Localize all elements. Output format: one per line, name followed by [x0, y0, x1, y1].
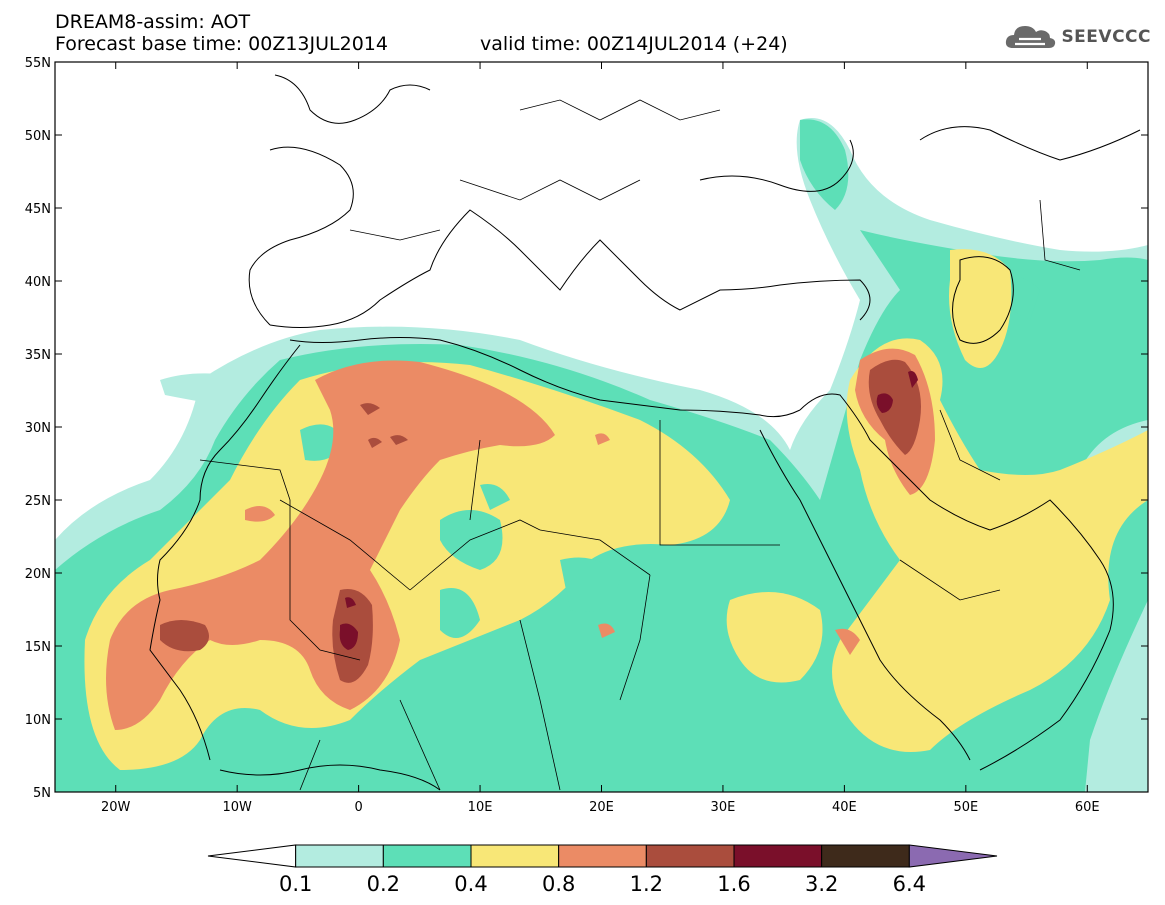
colorbar-swatch	[470, 844, 560, 868]
lon-tick-label: 60E	[1075, 800, 1100, 815]
colorbar-label: 0.2	[367, 872, 400, 896]
colorbar-swatch	[295, 844, 384, 868]
seevccc-logo: SEEVCCC	[1005, 22, 1151, 52]
colorbar-over-triangle	[908, 844, 998, 868]
valid-time: valid time: 00Z14JUL2014 (+24)	[480, 33, 788, 55]
lat-tick-label: 5N	[33, 786, 51, 801]
logo-text: SEEVCCC	[1061, 27, 1151, 47]
lon-tick-label: 40E	[832, 800, 857, 815]
lat-tick-label: 25N	[25, 494, 51, 509]
colorbar-label: 3.2	[805, 872, 838, 896]
colorbar-swatch	[645, 844, 735, 868]
lon-tick-label: 0	[354, 800, 362, 815]
lat-tick-label: 15N	[25, 640, 51, 655]
colorbar-label: 0.4	[454, 872, 487, 896]
colorbar-swatch	[382, 844, 472, 868]
colorbar-label: 0.1	[279, 872, 312, 896]
latitude-axis: 55N 50N 45N 40N 35N 30N 25N 20N 15N 10N 5N	[25, 56, 1148, 801]
aot-contour-1.6	[339, 371, 918, 650]
lat-tick-label: 40N	[25, 275, 51, 290]
colorbar-label: 1.6	[717, 872, 750, 896]
aot-contour-0.4	[84, 249, 1148, 770]
lon-tick-label: 10W	[222, 800, 252, 815]
lon-tick-label: 30E	[711, 800, 736, 815]
map-title: DREAM8-assim: AOT	[55, 11, 251, 33]
lon-tick-label: 50E	[953, 800, 978, 815]
forecast-base-time: Forecast base time: 00Z13JUL2014	[55, 33, 388, 55]
cloud-icon	[1006, 26, 1056, 48]
colorbar-swatch	[558, 844, 647, 868]
colorbar-label: 0.8	[542, 872, 575, 896]
longitude-axis: 20W 10W 0 10E 20E 30E 40E 50E 60E	[101, 62, 1100, 815]
lat-tick-label: 20N	[25, 567, 51, 582]
colorbar-label: 6.4	[893, 872, 926, 896]
colorbar-under-triangle	[207, 844, 297, 868]
coastlines	[149, 74, 1141, 791]
lat-tick-label: 10N	[25, 713, 51, 728]
lat-tick-label: 35N	[25, 348, 51, 363]
colorbar-label: 1.2	[630, 872, 663, 896]
colorbar: 0.1 0.2 0.4 0.8 1.2 1.6 3.2 6.4	[207, 844, 998, 896]
lat-tick-label: 50N	[25, 129, 51, 144]
lat-tick-label: 45N	[25, 202, 51, 217]
colorbar-swatch	[733, 844, 823, 868]
lat-tick-label: 55N	[25, 56, 51, 71]
lon-tick-label: 20W	[101, 800, 131, 815]
country-borders	[199, 99, 1081, 791]
lat-tick-label: 30N	[25, 421, 51, 436]
lon-tick-label: 10E	[468, 800, 493, 815]
colorbar-swatch	[821, 844, 910, 868]
lon-tick-label: 20E	[589, 800, 614, 815]
aot-field	[55, 62, 1148, 792]
